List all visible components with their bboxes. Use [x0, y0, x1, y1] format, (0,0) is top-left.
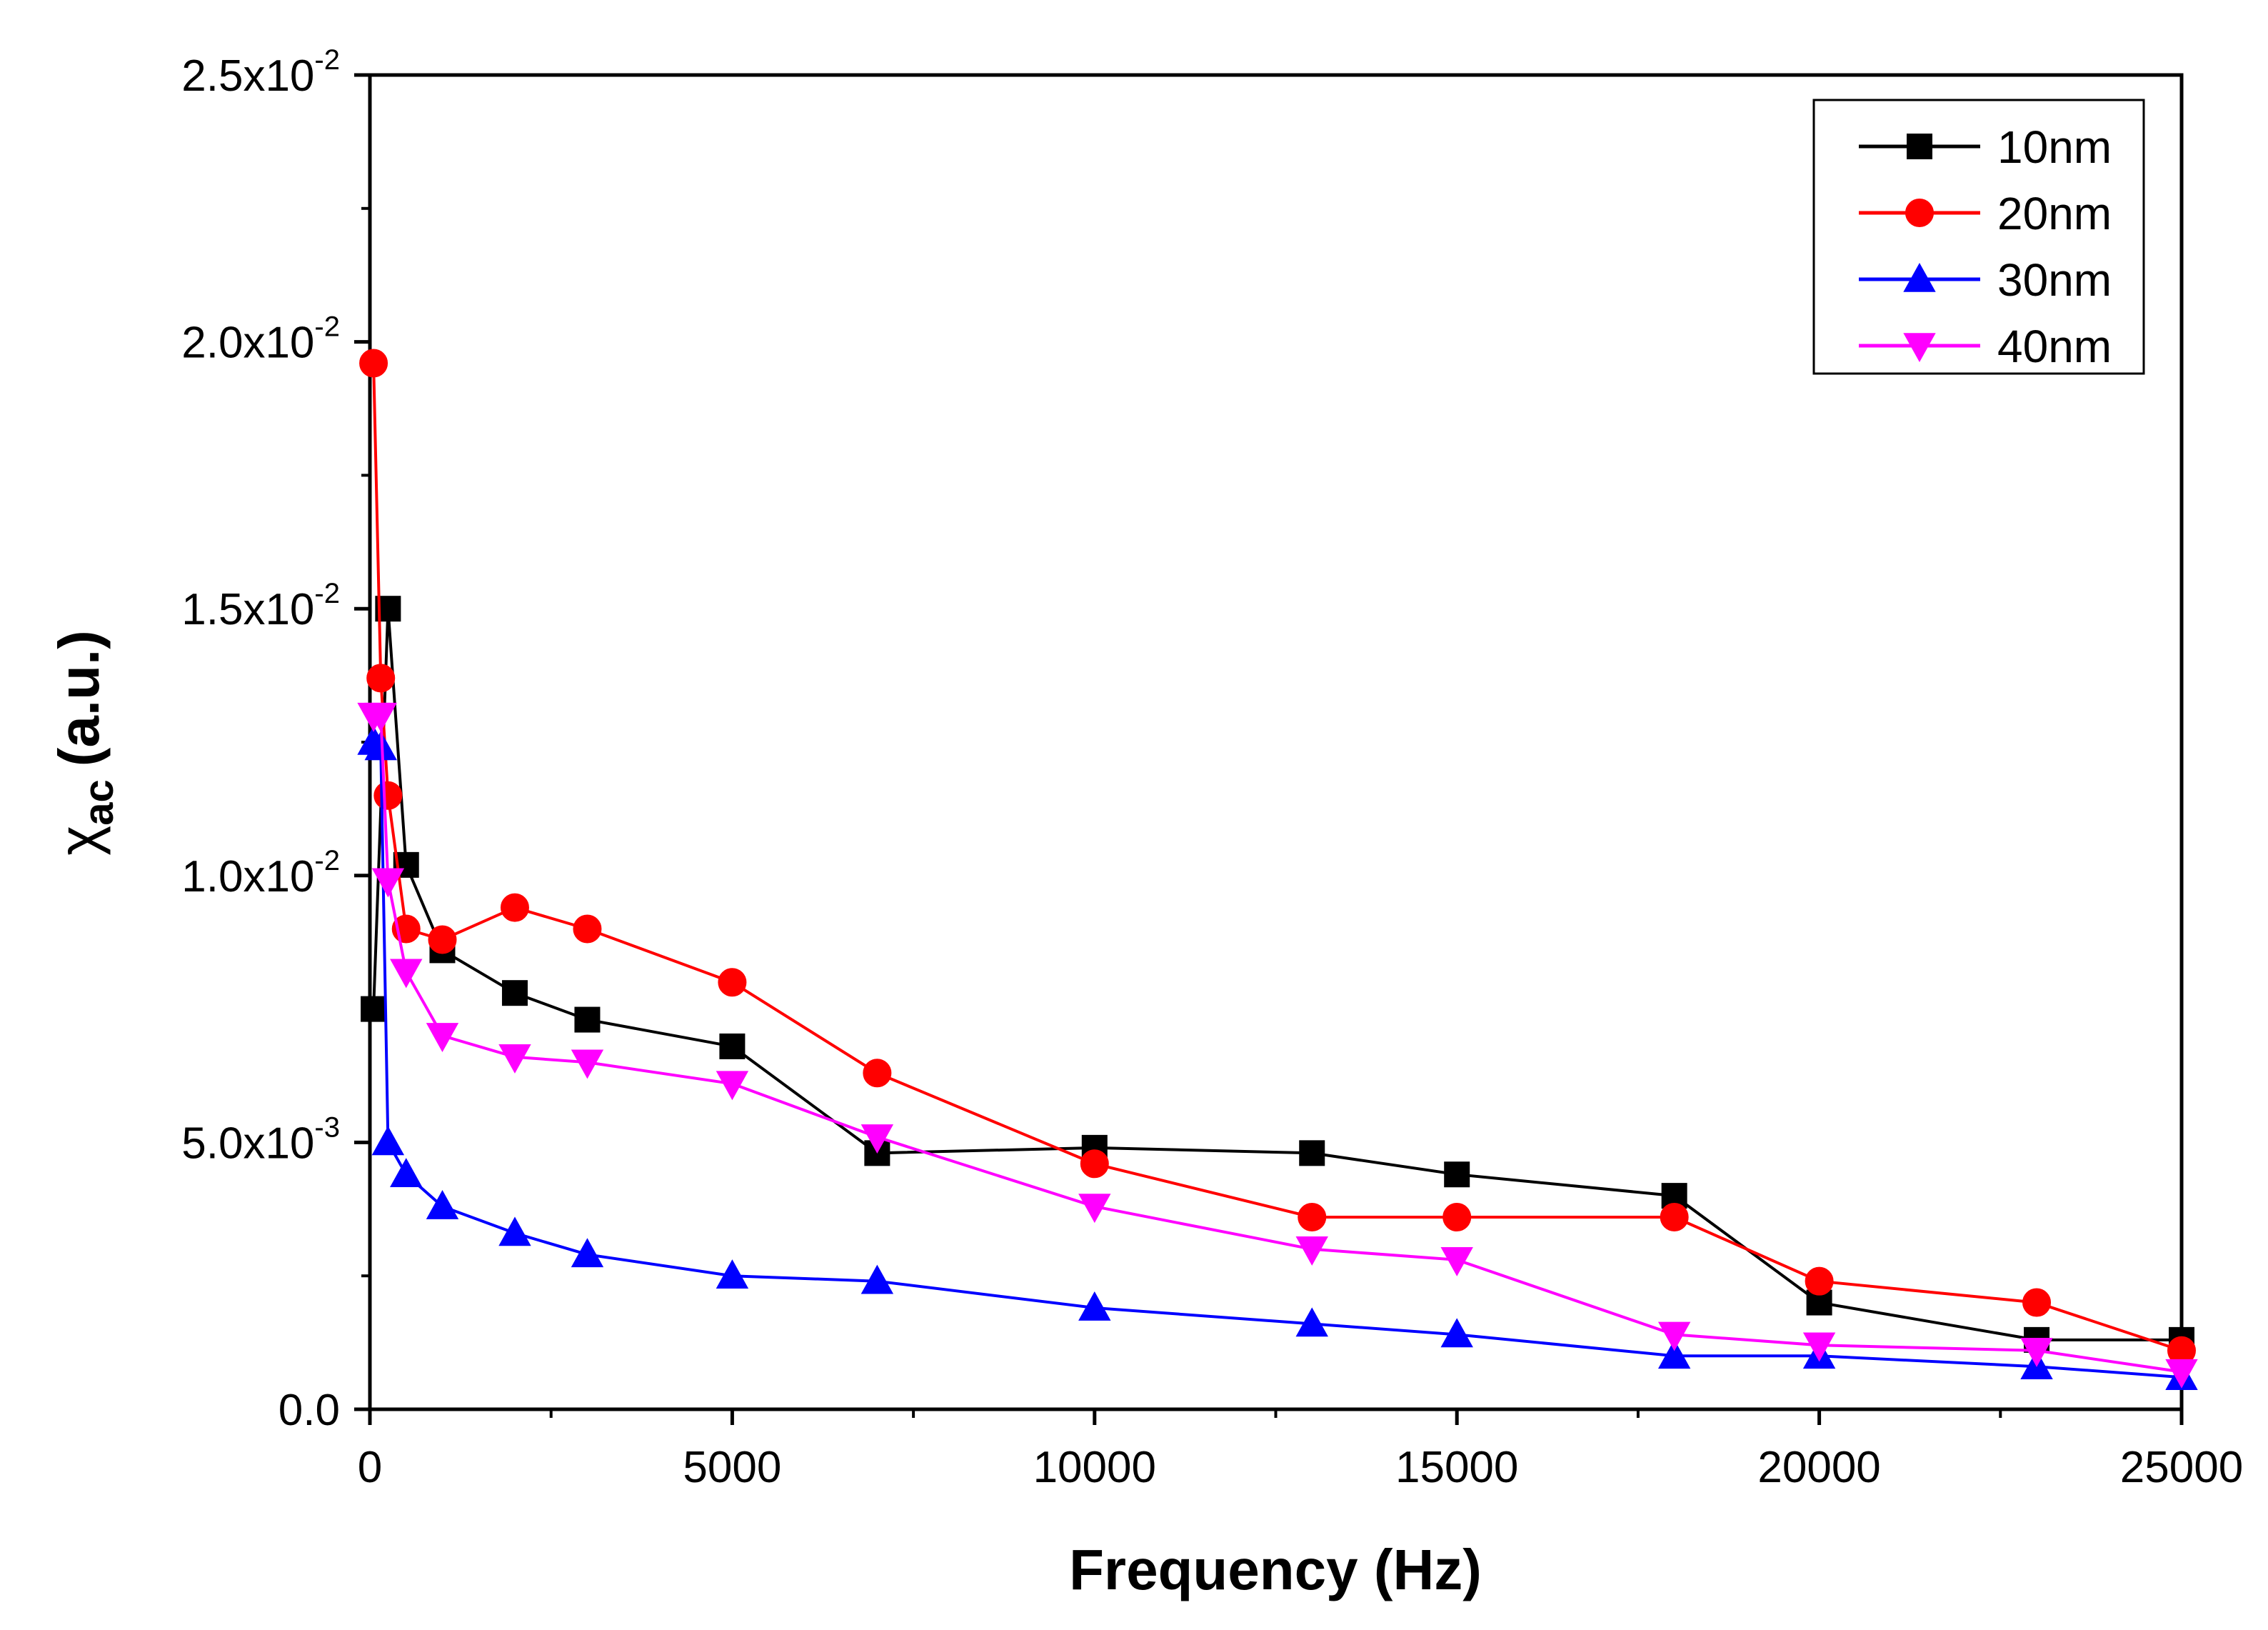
legend-item-20nm: 20nm: [1859, 188, 2112, 239]
data-point-30nm: [426, 1190, 459, 1219]
x-tick-label: 20000: [1757, 1443, 1880, 1492]
data-point-30nm: [1295, 1307, 1328, 1337]
series-20nm: [359, 349, 2196, 1365]
series-line-20nm: [372, 363, 2182, 1352]
data-point-20nm: [428, 925, 457, 954]
series-line-30nm: [372, 741, 2182, 1379]
svg-text:χac(a.u.): χac (a.u.): [47, 630, 122, 856]
data-point-30nm: [390, 1158, 423, 1188]
data-point-10nm: [501, 980, 528, 1006]
legend-label: 30nm: [1997, 254, 2112, 306]
data-point-20nm: [1805, 1266, 1834, 1296]
legend-label: 10nm: [1997, 121, 2112, 173]
legend-marker: [1903, 333, 1936, 363]
data-point-20nm: [500, 893, 529, 922]
data-point-20nm: [573, 914, 602, 944]
x-axis: 0 5000 10000 15000 20000 25000: [358, 1409, 2243, 1492]
x-axis-title: Frequency (Hz): [1069, 1538, 1482, 1601]
y-tick-label: 2.5x10-2: [181, 44, 340, 101]
y-axis: 0.0 5.0x10-3 1.0x10-2 1.5x10-2 2.0x10-2 2.5x1…: [181, 44, 370, 1435]
legend-label: 40nm: [1997, 321, 2112, 372]
data-point-40nm: [1295, 1236, 1328, 1266]
data-point-10nm: [361, 996, 387, 1022]
data-point-30nm: [716, 1259, 749, 1289]
data-point-20nm: [1660, 1203, 1689, 1232]
data-point-40nm: [371, 868, 405, 898]
y-tick-label: 0.0: [279, 1386, 340, 1435]
data-point-30nm: [1078, 1291, 1111, 1321]
series-line-40nm: [373, 714, 2182, 1374]
legend-marker: [1905, 199, 1934, 227]
y-tick-label: 1.5x10-2: [181, 578, 340, 634]
data-point-20nm: [2022, 1288, 2052, 1317]
data-point-30nm: [860, 1264, 894, 1294]
data-point-20nm: [359, 349, 388, 378]
data-point-40nm: [2020, 1338, 2053, 1367]
data-point-10nm: [719, 1033, 746, 1059]
data-point-20nm: [1298, 1203, 1327, 1232]
data-point-10nm: [574, 1006, 601, 1033]
data-point-30nm: [498, 1216, 531, 1246]
data-point-20nm: [718, 968, 747, 997]
data-point-40nm: [498, 1044, 531, 1074]
data-point-30nm: [1440, 1318, 1473, 1348]
data-point-40nm: [571, 1049, 604, 1079]
y-axis-title: χac (a.u.): [47, 630, 122, 856]
legend-marker: [1907, 134, 1932, 159]
legend-label: 20nm: [1997, 188, 2112, 239]
data-point-20nm: [1080, 1149, 1109, 1179]
data-point-40nm: [390, 959, 423, 989]
data-point-40nm: [2165, 1359, 2198, 1389]
data-point-40nm: [426, 1023, 459, 1053]
data-point-20nm: [373, 781, 403, 810]
x-tick-label: 25000: [2120, 1443, 2243, 1492]
y-axis-title-subscript: ac: [76, 779, 122, 826]
data-point-20nm: [366, 664, 396, 693]
x-tick-label: 5000: [683, 1443, 781, 1492]
x-tick-label: 0: [358, 1443, 382, 1492]
data-point-40nm: [364, 702, 397, 732]
data-point-40nm: [1440, 1246, 1473, 1276]
data-point-40nm: [1657, 1321, 1691, 1351]
data-point-20nm: [1442, 1203, 1472, 1232]
x-tick-label: 10000: [1033, 1443, 1156, 1492]
series-layer: [357, 349, 2198, 1390]
data-point-40nm: [1802, 1332, 1836, 1362]
data-point-40nm: [1078, 1194, 1111, 1224]
legend-item-40nm: 40nm: [1859, 321, 2112, 372]
legend-item-10nm: 10nm: [1859, 121, 2112, 173]
y-axis-title-unit: (a.u.): [47, 630, 111, 766]
data-point-30nm: [371, 1126, 405, 1156]
y-tick-label: 1.0x10-2: [181, 845, 340, 901]
legend-item-30nm: 30nm: [1859, 254, 2112, 306]
data-point-10nm: [1299, 1140, 1325, 1166]
series-40nm: [357, 702, 2198, 1389]
data-point-40nm: [716, 1071, 749, 1101]
legend: 10nm 20nm 30nm 40nm: [1812, 99, 2145, 375]
data-point-40nm: [860, 1124, 894, 1154]
y-tick-label: 2.0x10-2: [181, 311, 340, 368]
data-point-30nm: [571, 1238, 604, 1268]
legend-marker: [1903, 262, 1936, 292]
series-30nm: [357, 725, 2198, 1390]
y-tick-label: 5.0x10-3: [181, 1111, 340, 1168]
y-axis-title-symbol: χ: [47, 826, 111, 856]
data-point-30nm: [1657, 1339, 1691, 1369]
x-tick-label: 15000: [1395, 1443, 1518, 1492]
data-point-20nm: [863, 1059, 892, 1088]
data-point-10nm: [1444, 1161, 1470, 1188]
